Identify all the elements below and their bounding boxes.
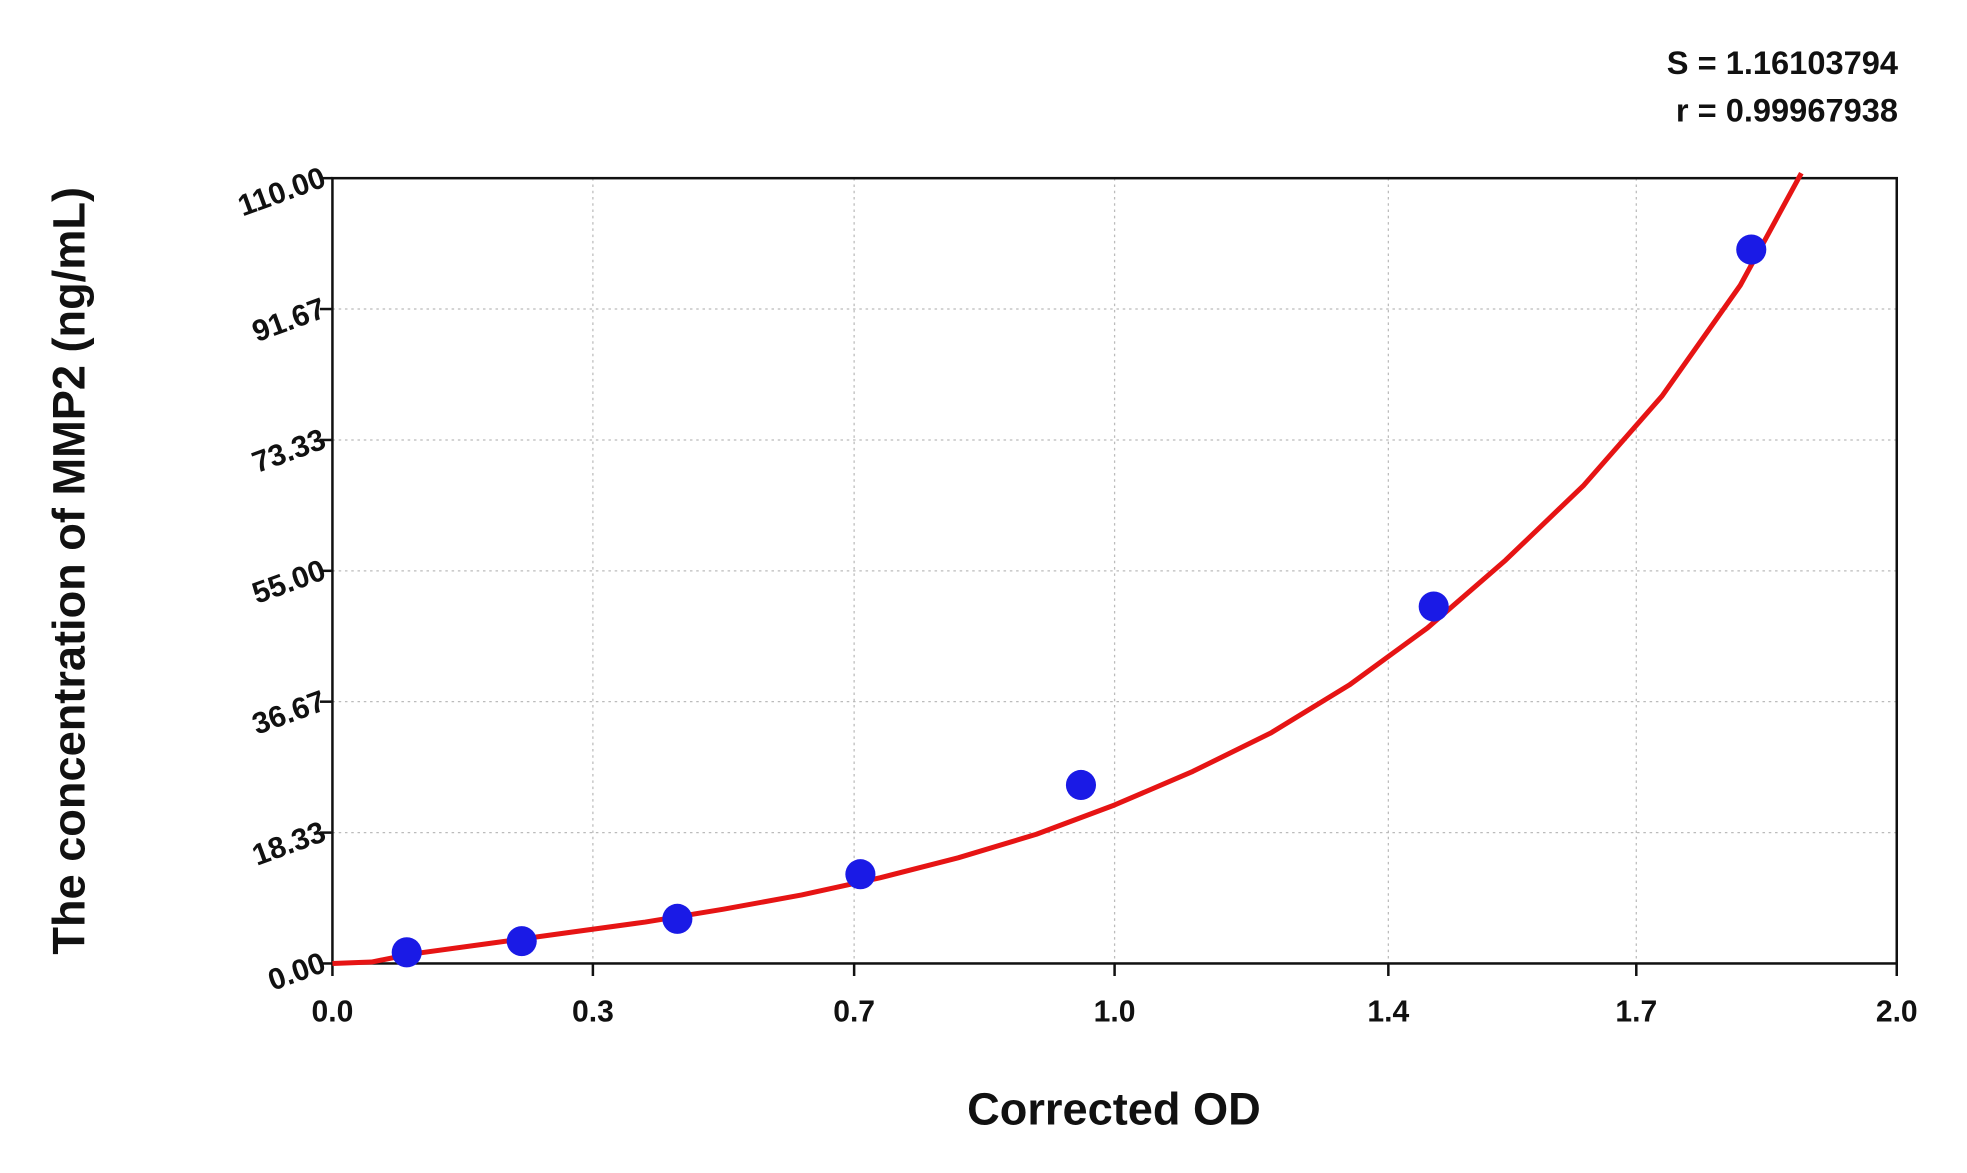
y-tick-label: 0.00 xyxy=(264,947,330,998)
x-tick-label: 1.4 xyxy=(1367,996,1409,1029)
annotation: S = 1.16103794 xyxy=(1667,44,1898,81)
data-point xyxy=(506,926,537,957)
data-point xyxy=(845,859,876,890)
plot-frame xyxy=(331,176,1899,965)
x-tick-label: 1.7 xyxy=(1615,996,1657,1029)
y-tick-label: 36.67 xyxy=(248,685,330,742)
x-axis-title: Corrected OD xyxy=(967,1084,1261,1135)
y-tick-label: 110.00 xyxy=(234,161,330,223)
x-tick-label: 1.0 xyxy=(1094,996,1136,1029)
x-tick-label: 0.3 xyxy=(572,996,614,1029)
data-point xyxy=(1418,591,1449,622)
y-tick-label: 91.67 xyxy=(248,292,330,349)
y-tick-label: 55.00 xyxy=(248,554,330,611)
data-point xyxy=(391,937,422,968)
x-tick-label: 0.0 xyxy=(312,996,354,1029)
x-tick-label: 0.7 xyxy=(833,996,875,1029)
annotation: r = 0.99967938 xyxy=(1676,92,1898,129)
y-tick-label: 18.33 xyxy=(248,816,330,873)
y-tick-label: 73.33 xyxy=(248,423,330,480)
data-point xyxy=(662,903,693,934)
y-axis-title: The concentration of MMP2 (ng/mL) xyxy=(44,187,95,955)
data-point xyxy=(1736,234,1767,265)
data-point xyxy=(1065,769,1097,801)
plot-area xyxy=(332,178,1897,964)
x-tick-label: 2.0 xyxy=(1876,996,1918,1029)
